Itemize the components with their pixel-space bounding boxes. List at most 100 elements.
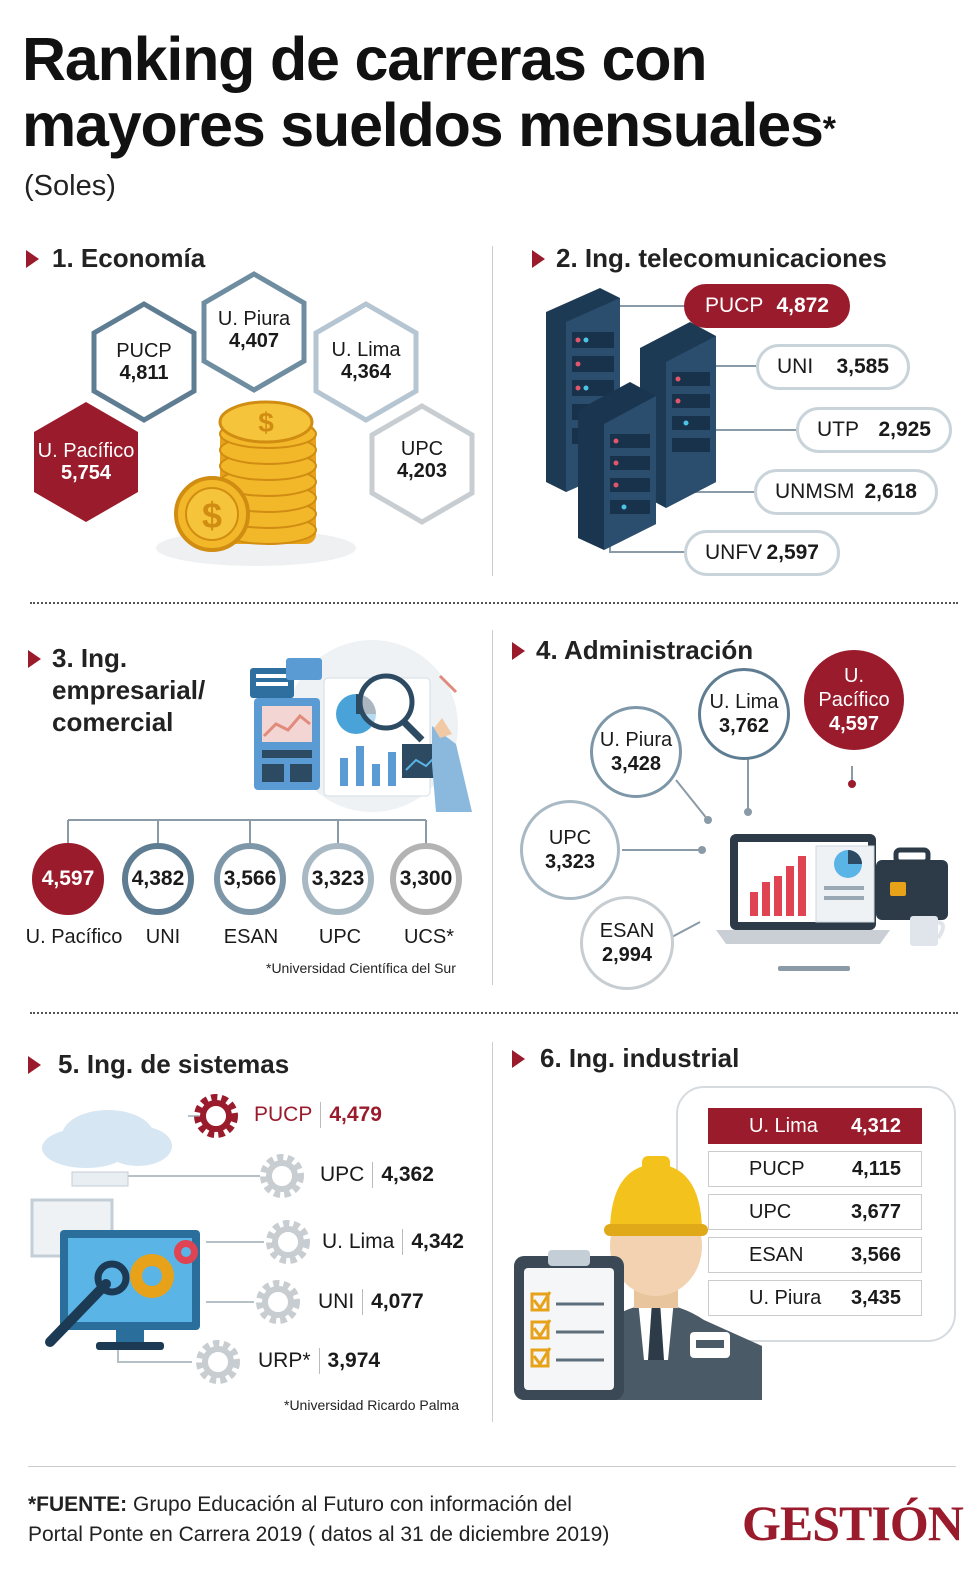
empresarial-circle-ucs: 3,300 (390, 843, 462, 915)
source-text-1: Grupo Educación al Futuro con informació… (127, 1493, 572, 1516)
telecom-name: UTP (817, 418, 859, 441)
econ-name-pucp: PUCP (116, 340, 172, 362)
industrial-row-esan: ESAN 3,566 (708, 1237, 922, 1273)
section-bullet-icon (26, 250, 39, 268)
separator (318, 1348, 320, 1374)
page-subtitle: (Soles) (24, 170, 116, 202)
industrial-graphic (514, 1156, 762, 1400)
gear-icon (260, 1154, 304, 1198)
telecom-value: 4,872 (776, 294, 829, 317)
telecom-value: 2,618 (864, 480, 917, 503)
page-title: Ranking de carreras con mayores sueldos … (22, 25, 836, 158)
svg-text:$: $ (202, 495, 222, 536)
section-title-sistemas: 5. Ing. de sistemas (58, 1049, 290, 1079)
industrial-row-pucp: PUCP 4,115 (708, 1151, 922, 1187)
divider-vertical-2 (492, 630, 493, 985)
divider-vertical-1 (492, 246, 493, 576)
sistemas-name: UNI (318, 1290, 355, 1313)
hex-label-upc: UPC 4,203 (372, 438, 472, 482)
admin-name: U. Pacífico (818, 665, 890, 711)
empresarial-footnote: *Universidad Científica del Sur (266, 960, 456, 976)
sistemas-value: 4,077 (371, 1290, 424, 1313)
admin-value: 3,428 (610, 753, 662, 775)
telecom-row-unmsm: UNMSM 2,618 (754, 469, 938, 515)
hex-label-upiura: U. Piura 4,407 (204, 308, 304, 352)
sistemas-row-urp: URP* 3,974 (258, 1348, 380, 1374)
admin-value: 4,597 (828, 713, 880, 735)
industrial-value: 4,312 (850, 1114, 901, 1137)
telecom-row-unfv: UNFV 2,597 (684, 530, 840, 576)
source-text-2: Portal Ponte en Carrera 2019 ( datos al … (28, 1523, 610, 1546)
admin-name: UPC (548, 827, 592, 849)
sistemas-row-ulima: U. Lima 4,342 (322, 1229, 464, 1255)
industrial-name: PUCP (749, 1157, 805, 1180)
server-rack-icon (546, 288, 716, 550)
separator (362, 1289, 364, 1315)
cloud-icon (42, 1110, 172, 1187)
business-dashboard-graphic (250, 640, 472, 812)
sistemas-row-upc: UPC 4,362 (320, 1162, 434, 1188)
telecom-row-uni: UNI 3,585 (756, 344, 910, 390)
econ-value-ulima: 4,364 (340, 361, 392, 383)
admin-value: 3,762 (718, 715, 770, 737)
industrial-value: 3,435 (850, 1286, 901, 1309)
title-line-1: Ranking de carreras con (22, 25, 708, 93)
telecom-value: 2,597 (766, 541, 819, 564)
econ-value-upiura: 4,407 (228, 330, 280, 352)
industrial-name: UPC (749, 1200, 792, 1223)
sistemas-name: UPC (320, 1163, 365, 1186)
empresarial-title-line: empresarial/ (52, 675, 206, 705)
gear-icon (194, 1094, 238, 1138)
industrial-row-upiura: U. Piura 3,435 (708, 1280, 922, 1316)
econ-value-upacifico: 5,754 (60, 462, 112, 484)
admin-value: 2,994 (601, 944, 653, 966)
hex-upc (369, 403, 475, 525)
divider-vertical-3 (492, 1042, 493, 1422)
telecom-value: 3,585 (836, 355, 889, 378)
hex-ulima (313, 301, 419, 423)
sistemas-name: U. Lima (322, 1230, 395, 1253)
hex-upiura (201, 271, 307, 393)
econ-name-upacifico: U. Pacífico (37, 440, 135, 462)
industrial-row-upc: UPC 3,677 (708, 1194, 922, 1230)
title-asterisk: * (822, 110, 836, 148)
engineer-icon (598, 1156, 762, 1400)
gear-icon (196, 1340, 240, 1384)
empresarial-circle-esan: 3,566 (214, 843, 286, 915)
empresarial-title-line: comercial (52, 707, 174, 737)
hex-label-pucp: PUCP 4,811 (94, 340, 194, 384)
econ-value-pucp: 4,811 (119, 362, 169, 384)
briefcase-icon (876, 847, 948, 920)
empresarial-label: UPC (318, 926, 362, 948)
telecom-value: 2,925 (878, 418, 931, 441)
telecom-name: UNMSM (775, 480, 855, 503)
computer-icon (30, 1198, 200, 1350)
empresarial-circle-upacifico: 4,597 (32, 843, 104, 915)
industrial-row-ulima: U. Lima 4,312 (708, 1108, 922, 1144)
source-label: *FUENTE: (28, 1493, 128, 1516)
econ-name-ulima: U. Lima (331, 339, 401, 361)
administracion-graphic (622, 758, 948, 971)
hex-label-ulima: U. Lima 4,364 (316, 339, 416, 383)
section-bullet-icon (532, 250, 545, 268)
hex-pucp (91, 301, 197, 423)
sistemas-graphic (30, 1110, 264, 1363)
section-bullet-icon (512, 1050, 525, 1068)
sistemas-value: 4,342 (411, 1230, 464, 1253)
section-bullet-icon (512, 642, 525, 660)
admin-name: U. Piura (599, 729, 673, 751)
coins-icon: $ $ (174, 400, 317, 552)
industrial-value: 3,566 (850, 1243, 901, 1266)
servers-graphic (546, 288, 798, 553)
industrial-name: U. Piura (749, 1286, 822, 1309)
empresarial-title-line: 3. Ing. (52, 643, 128, 673)
source-line-1: *FUENTE: Grupo Educación al Futuro con i… (28, 1490, 609, 1520)
title-line-2: mayores sueldos mensuales* (22, 92, 836, 158)
section-title-administracion: 4. Administración (536, 635, 754, 665)
gear-icons (194, 1094, 238, 1138)
sistemas-name: URP* (258, 1349, 311, 1372)
mug-icon (910, 916, 945, 946)
section-title-empresarial: 3. Ing. empresarial/ comercial (52, 642, 205, 738)
separator (372, 1162, 374, 1188)
svg-text:$: $ (258, 407, 274, 438)
